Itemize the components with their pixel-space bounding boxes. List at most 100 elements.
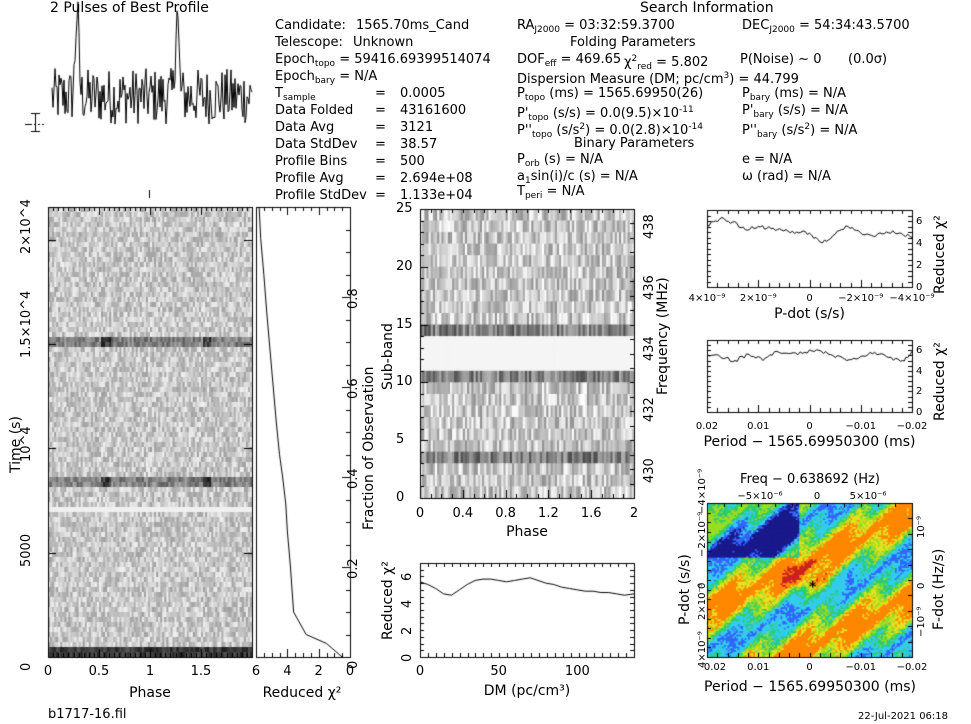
subband-ytick: 20 bbox=[396, 258, 413, 274]
pp-ylabel: P-dot (s/s) bbox=[677, 554, 693, 625]
candidate-row-equals: = bbox=[375, 103, 386, 118]
freq-xtick: 0 bbox=[813, 491, 821, 502]
dm-ytick: 6 bbox=[400, 573, 415, 582]
fdot-ytick: 0 bbox=[916, 582, 927, 589]
pp-ytick: 4×10⁻⁹ bbox=[697, 631, 708, 668]
subband-xtick: 0 bbox=[415, 506, 425, 521]
time-phase-xtick: 1.5 bbox=[190, 664, 212, 679]
fraction-ylabel: Fraction of Observation bbox=[361, 366, 377, 530]
subband-ytick: 10 bbox=[396, 374, 413, 390]
pp-xtick: 0.01 bbox=[747, 662, 770, 673]
candidate-row-equals: = bbox=[375, 86, 386, 101]
date-label: 22-Jul-2021 06:18 bbox=[858, 711, 949, 722]
freq-title: Freq − 0.638692 (Hz) bbox=[740, 472, 880, 487]
dm-xtick: 100 bbox=[564, 664, 590, 679]
pdot-topo-text: P'topo (s/s) = 0.0(9.5)×10-11 bbox=[517, 105, 694, 123]
dm-ytick: 4 bbox=[400, 600, 415, 609]
filename-label: b1717-16.fil bbox=[48, 707, 127, 722]
time-phase-xtick: 1 bbox=[145, 664, 155, 679]
period-xtick: −0.02 bbox=[896, 421, 928, 432]
subband-ytick: 0 bbox=[396, 490, 405, 505]
dm-xtick: 50 bbox=[490, 664, 507, 679]
pdot-xtick: 2×10⁻⁹ bbox=[739, 293, 777, 304]
period-ytick: 0 bbox=[916, 407, 923, 418]
fraction-ytick: 0.2 bbox=[346, 558, 361, 579]
time-phase-xtick: 0 bbox=[43, 664, 53, 679]
fraction-ytick: 0.4 bbox=[346, 468, 361, 489]
subband-xtick: 1.2 bbox=[538, 506, 559, 521]
candidate-row-value: 1.133e+04 bbox=[400, 188, 473, 203]
subband-xtick: 0.8 bbox=[495, 506, 516, 521]
fdot-ylabel: F-dot (Hz/s) bbox=[931, 548, 947, 630]
tperi-text: Tperi = N/A bbox=[517, 184, 585, 201]
period-xlabel: Period − 1565.69950300 (ms) bbox=[703, 434, 916, 450]
dec-text: DECJ2000 = 54:34:43.5700 bbox=[742, 18, 910, 35]
epoch-topo-label: Epochtopo = 59416.69399514074 bbox=[275, 52, 491, 69]
freq-ytick: 432 bbox=[642, 396, 657, 422]
pdot-xtick: −2×10⁻⁹ bbox=[838, 293, 884, 304]
fraction-ytick: 0.8 bbox=[346, 288, 361, 309]
pp-ytick: −2×10⁻⁹ bbox=[697, 511, 708, 557]
ra-text: RAJ2000 = 03:32:59.3700 bbox=[517, 18, 675, 35]
dm-xlabel: DM (pc/cm³) bbox=[483, 683, 571, 699]
pulse-profile-title: 2 Pulses of Best Profile bbox=[50, 0, 209, 16]
dm-text: Dispersion Measure (DM; pc/cm3) = 44.799 bbox=[517, 71, 799, 87]
candidate-row-value: 38.57 bbox=[400, 137, 438, 152]
candidate-row-label: Data StdDev bbox=[275, 137, 358, 152]
pdot-ytick: 2 bbox=[916, 260, 923, 271]
pp-xlabel: Period − 1565.69950300 (ms) bbox=[704, 679, 916, 695]
fdot-ytick: 10⁻⁹ bbox=[916, 515, 927, 538]
search-info-title: Search Information bbox=[640, 0, 774, 16]
pdot-xtick: 4×10⁻⁹ bbox=[688, 293, 726, 304]
pp-ytick: −4×10⁻⁹ bbox=[697, 468, 708, 514]
chi-time-xtick: 4 bbox=[283, 664, 292, 679]
candidate-row-value: 2.694e+08 bbox=[400, 171, 473, 186]
dm-ytick: 0 bbox=[400, 653, 415, 662]
telescope-value: Unknown bbox=[353, 35, 414, 50]
candidate-row-equals: = bbox=[375, 120, 386, 135]
candidate-row-equals: = bbox=[375, 137, 386, 152]
time-ytick: 1.5×10^4 bbox=[19, 290, 34, 359]
pnoise-text: P(Noise) ~ 0 bbox=[740, 52, 822, 67]
ptopo-text: Ptopo (ms) = 1565.69950(26) bbox=[517, 86, 704, 103]
pp-xtick: 0 bbox=[806, 662, 813, 673]
pdot-ytick: 4 bbox=[916, 238, 923, 249]
omega-text: ω (rad) = N/A bbox=[742, 169, 831, 184]
candidate-label: Candidate: bbox=[275, 18, 346, 33]
freq-ytick: 430 bbox=[642, 457, 657, 483]
chi-red-text: χ2red = 5.802 bbox=[624, 54, 709, 72]
pddot-topo-text: P''topo (s/s2) = 0.0(2.8)×10-14 bbox=[517, 122, 703, 140]
candidate-row-label: Profile Bins bbox=[275, 154, 348, 169]
candidate-row-label: Data Avg bbox=[275, 120, 335, 135]
pbary-text: Pbary (ms) = N/A bbox=[742, 86, 846, 103]
sigma-text: (0.0σ) bbox=[848, 52, 888, 67]
time-ytick: 5000 bbox=[19, 533, 34, 567]
candidate-row-value: 43161600 bbox=[400, 103, 467, 118]
ecc-text: e = N/A bbox=[742, 152, 793, 167]
pdot-xtick: −4×10⁻⁹ bbox=[889, 293, 935, 304]
chi-time-xtick: 6 bbox=[251, 664, 261, 679]
subband-xtick: 0.4 bbox=[452, 506, 474, 521]
period-ytick: 2 bbox=[916, 386, 923, 398]
period-xtick: 0 bbox=[806, 421, 813, 432]
telescope-label: Telescope: bbox=[275, 35, 343, 50]
period-ytick: 4 bbox=[916, 365, 923, 377]
subband-xtick: 1.6 bbox=[580, 506, 602, 521]
subband-ytick: 5 bbox=[396, 432, 405, 448]
dm-ytick: 2 bbox=[400, 626, 415, 636]
candidate-row-value: 3121 bbox=[400, 120, 434, 135]
candidate-row-label: Data Folded bbox=[275, 103, 354, 118]
dm-xtick: 0 bbox=[415, 664, 425, 679]
freq-xtick: 5×10⁻⁶ bbox=[849, 491, 887, 502]
candidate-row-value: 500 bbox=[400, 154, 425, 169]
freq-xtick: −5×10⁻⁶ bbox=[737, 491, 783, 502]
time-ytick: 0 bbox=[19, 662, 34, 671]
chi-time-xtick: 2 bbox=[314, 664, 323, 679]
candidate-row-label: Profile Avg bbox=[275, 171, 344, 186]
fdot-ytick: −10⁻⁹ bbox=[916, 606, 927, 637]
subband-xtick: 2 bbox=[629, 506, 639, 521]
pdot-ytick: 0 bbox=[916, 282, 923, 293]
epoch-bary-label: Epochbary = N/A bbox=[275, 69, 378, 86]
freq-ylabel: Frequency (MHz) bbox=[655, 277, 671, 395]
